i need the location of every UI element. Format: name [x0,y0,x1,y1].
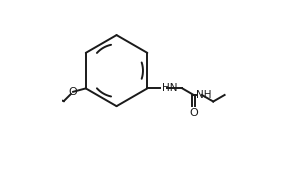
Text: O: O [69,87,77,97]
Text: HN: HN [162,83,178,93]
Text: NH: NH [196,90,211,100]
Text: O: O [189,108,198,118]
